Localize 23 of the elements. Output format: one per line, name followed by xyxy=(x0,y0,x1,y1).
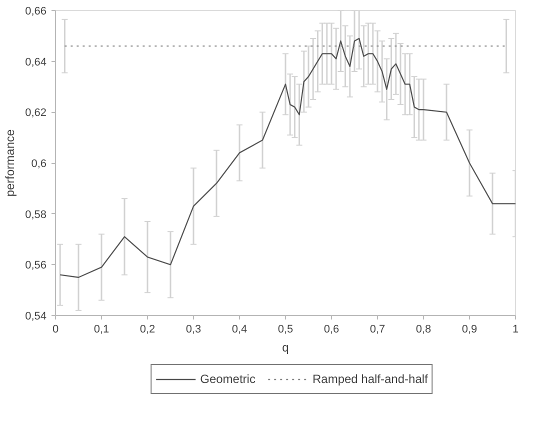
y-tick-label: 0,58 xyxy=(25,208,47,221)
y-tick-label: 0,64 xyxy=(25,56,47,68)
x-tick-label: 0,2 xyxy=(140,324,156,336)
legend-label: Geometric xyxy=(200,372,256,386)
x-tick-label: 0,1 xyxy=(94,324,110,336)
x-tick-label: 0,8 xyxy=(416,324,432,336)
x-tick-label: 0 xyxy=(52,324,59,336)
legend-label: Ramped half-and-half xyxy=(312,372,428,386)
x-tick-label: 0,9 xyxy=(462,324,478,336)
y-tick-label: 0,54 xyxy=(25,310,47,322)
x-tick-label: 1 xyxy=(512,324,519,336)
x-tick-label: 0,7 xyxy=(370,324,386,336)
x-tick-label: 0,3 xyxy=(186,324,202,336)
y-axis-title: performance xyxy=(3,128,18,197)
y-tick-label: 0,6 xyxy=(31,158,47,170)
line-series xyxy=(60,38,516,278)
y-tick-label: 0,66 xyxy=(25,6,47,18)
x-tick-label: 0,6 xyxy=(324,324,340,336)
x-axis-title: q xyxy=(282,340,289,354)
y-tick-label: 0,62 xyxy=(25,107,47,120)
x-tick-label: 0,4 xyxy=(232,324,248,336)
x-tick-label: 0,5 xyxy=(278,324,294,336)
y-tick-label: 0,56 xyxy=(25,260,47,272)
